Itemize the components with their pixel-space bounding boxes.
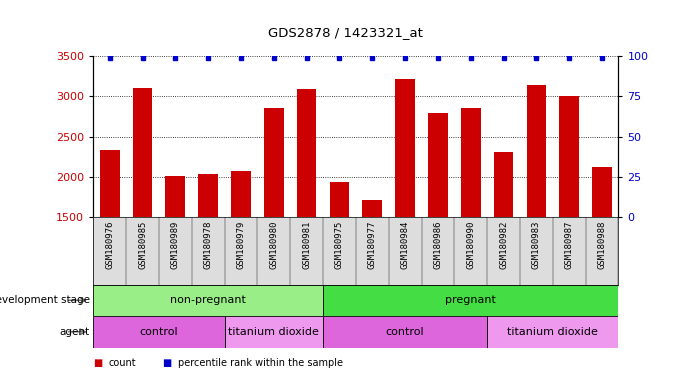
- Text: GSM180979: GSM180979: [236, 221, 245, 269]
- Text: GSM180981: GSM180981: [302, 221, 311, 269]
- Bar: [225, 316, 323, 348]
- Text: agent: agent: [59, 327, 90, 337]
- Bar: [231, 170, 251, 217]
- Bar: [323, 316, 487, 348]
- Bar: [461, 109, 481, 217]
- Bar: [363, 200, 382, 217]
- Text: GSM180983: GSM180983: [532, 221, 541, 269]
- Text: GSM180985: GSM180985: [138, 221, 147, 269]
- Bar: [133, 88, 153, 217]
- Bar: [323, 285, 618, 316]
- Bar: [330, 182, 350, 217]
- Bar: [264, 109, 283, 217]
- Text: titanium dioxide: titanium dioxide: [228, 327, 319, 337]
- Bar: [100, 151, 120, 217]
- Bar: [93, 285, 323, 316]
- Text: count: count: [108, 358, 136, 368]
- Text: GSM180976: GSM180976: [105, 221, 114, 269]
- Text: ■: ■: [93, 358, 102, 368]
- Bar: [395, 79, 415, 217]
- Text: non-pregnant: non-pregnant: [170, 295, 246, 305]
- Bar: [428, 113, 448, 217]
- Text: GSM180984: GSM180984: [401, 221, 410, 269]
- Bar: [493, 152, 513, 217]
- Bar: [93, 316, 225, 348]
- Text: development stage: development stage: [0, 295, 90, 305]
- Bar: [198, 174, 218, 217]
- Text: control: control: [386, 327, 424, 337]
- Text: GSM180988: GSM180988: [598, 221, 607, 269]
- Text: GSM180989: GSM180989: [171, 221, 180, 269]
- Text: GSM180990: GSM180990: [466, 221, 475, 269]
- Text: titanium dioxide: titanium dioxide: [507, 327, 598, 337]
- Text: GSM180980: GSM180980: [269, 221, 278, 269]
- Text: GSM180987: GSM180987: [565, 221, 574, 269]
- Text: percentile rank within the sample: percentile rank within the sample: [178, 358, 343, 368]
- Text: GSM180978: GSM180978: [204, 221, 213, 269]
- Bar: [560, 96, 579, 217]
- Text: GSM180986: GSM180986: [433, 221, 442, 269]
- Text: control: control: [140, 327, 178, 337]
- Text: GDS2878 / 1423321_at: GDS2878 / 1423321_at: [268, 26, 423, 39]
- Bar: [166, 176, 185, 217]
- Bar: [297, 89, 316, 217]
- Text: GSM180975: GSM180975: [335, 221, 344, 269]
- Text: ■: ■: [162, 358, 171, 368]
- Text: GSM180977: GSM180977: [368, 221, 377, 269]
- Text: pregnant: pregnant: [445, 295, 496, 305]
- Text: GSM180982: GSM180982: [499, 221, 508, 269]
- Bar: [527, 85, 547, 217]
- Bar: [592, 167, 612, 217]
- Bar: [487, 316, 618, 348]
